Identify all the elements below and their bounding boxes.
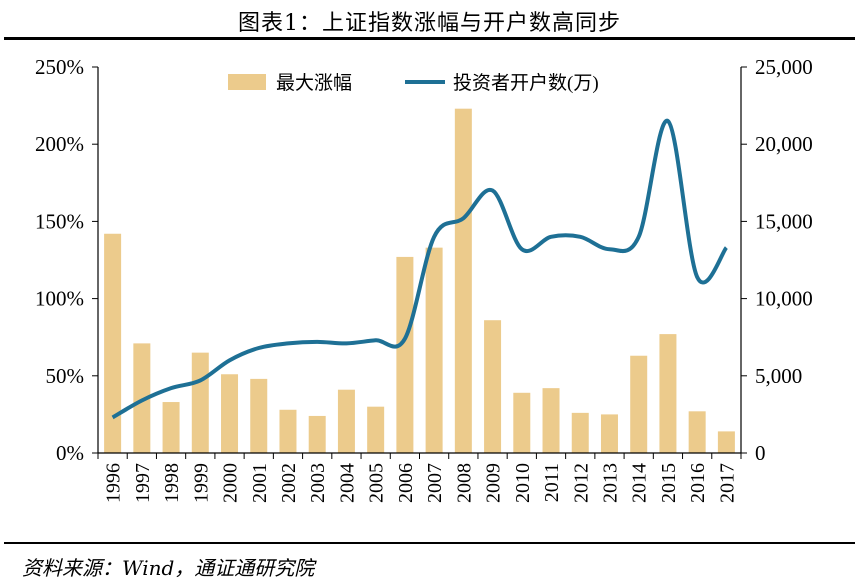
line-path [111, 119, 729, 420]
y-left-tick-label: 50% [46, 364, 85, 388]
x-tick-label: 2011 [541, 463, 563, 502]
source-note: 资料来源：Wind，通证通研究院 [22, 556, 315, 580]
x-tick-label: 1999 [190, 463, 212, 503]
x-tick-label: 2006 [395, 463, 417, 503]
bar-1996 [104, 233, 122, 453]
bar-2003 [308, 415, 326, 453]
legend-swatch-bar [228, 74, 266, 90]
bar-1997 [133, 343, 151, 453]
x-tick-label: 2010 [512, 463, 534, 503]
legend-label-bar: 最大涨幅 [276, 72, 352, 94]
title-rule [4, 37, 855, 40]
x-tick-label: 2017 [716, 463, 738, 503]
y-right-tick-label: 0 [755, 441, 766, 465]
bar-1998 [162, 402, 180, 453]
bar-2017 [717, 431, 735, 453]
x-tick-label: 2001 [249, 463, 271, 503]
x-tick-label: 2013 [599, 463, 621, 503]
bar-2005 [367, 406, 385, 453]
y-right-tick-label: 10,000 [755, 287, 813, 311]
y-left-tick-label: 200% [35, 132, 84, 156]
bar-1999 [191, 352, 209, 453]
legend-label-line: 投资者开户数(万) [453, 72, 599, 94]
x-tick-label: 2016 [687, 463, 709, 503]
source-rule [4, 542, 855, 544]
bar-2013 [600, 414, 618, 453]
y-right-tick-label: 25,000 [755, 55, 813, 79]
axes: 0% 50% 100% 150% 200% 250% 0 5,000 10,000 15,000 2… [35, 55, 813, 503]
bar-series [104, 108, 735, 454]
x-tick-label: 2000 [220, 463, 242, 503]
x-tick-label: 2009 [483, 463, 505, 503]
bar-2012 [571, 412, 589, 453]
x-tick-label: 2015 [658, 463, 680, 503]
bar-2006 [396, 256, 414, 453]
bar-2000 [221, 374, 239, 453]
y-left-tick-label: 100% [35, 287, 84, 311]
bar-2011 [542, 388, 560, 453]
bar-2009 [484, 320, 502, 453]
y-left-tick-label: 250% [35, 55, 84, 79]
x-tick-label: 2008 [453, 463, 475, 503]
x-tick-label: 2002 [278, 463, 300, 503]
y-right-tick-label: 5,000 [755, 364, 802, 388]
x-tick-label: 1997 [132, 463, 154, 503]
y-left-tick-label: 0% [56, 441, 84, 465]
bar-2007 [425, 247, 443, 453]
x-tick-label: 2014 [629, 463, 651, 503]
bar-2010 [513, 392, 531, 453]
bar-2004 [337, 389, 355, 453]
x-tick-label: 2007 [424, 463, 446, 503]
bar-2015 [659, 334, 677, 453]
legend: 最大涨幅 投资者开户数(万) [228, 72, 599, 94]
x-tick-label: 1998 [161, 463, 183, 503]
bar-2001 [250, 378, 268, 453]
bar-2008 [454, 108, 472, 454]
x-tick-label: 2005 [366, 463, 388, 503]
chart-title: 图表1：上证指数涨幅与开户数高同步 [238, 11, 621, 36]
x-tick-label: 1996 [103, 463, 125, 503]
bar-2002 [279, 409, 297, 453]
bar-2016 [688, 411, 706, 453]
line-series [111, 119, 729, 420]
x-tick-label: 2012 [570, 463, 592, 503]
x-tick-label: 2003 [307, 463, 329, 503]
y-right-tick-label: 15,000 [755, 209, 813, 233]
y-left-tick-label: 150% [35, 209, 84, 233]
x-tick-label: 2004 [336, 463, 358, 503]
bar-2014 [630, 355, 648, 453]
y-right-tick-label: 20,000 [755, 132, 813, 156]
